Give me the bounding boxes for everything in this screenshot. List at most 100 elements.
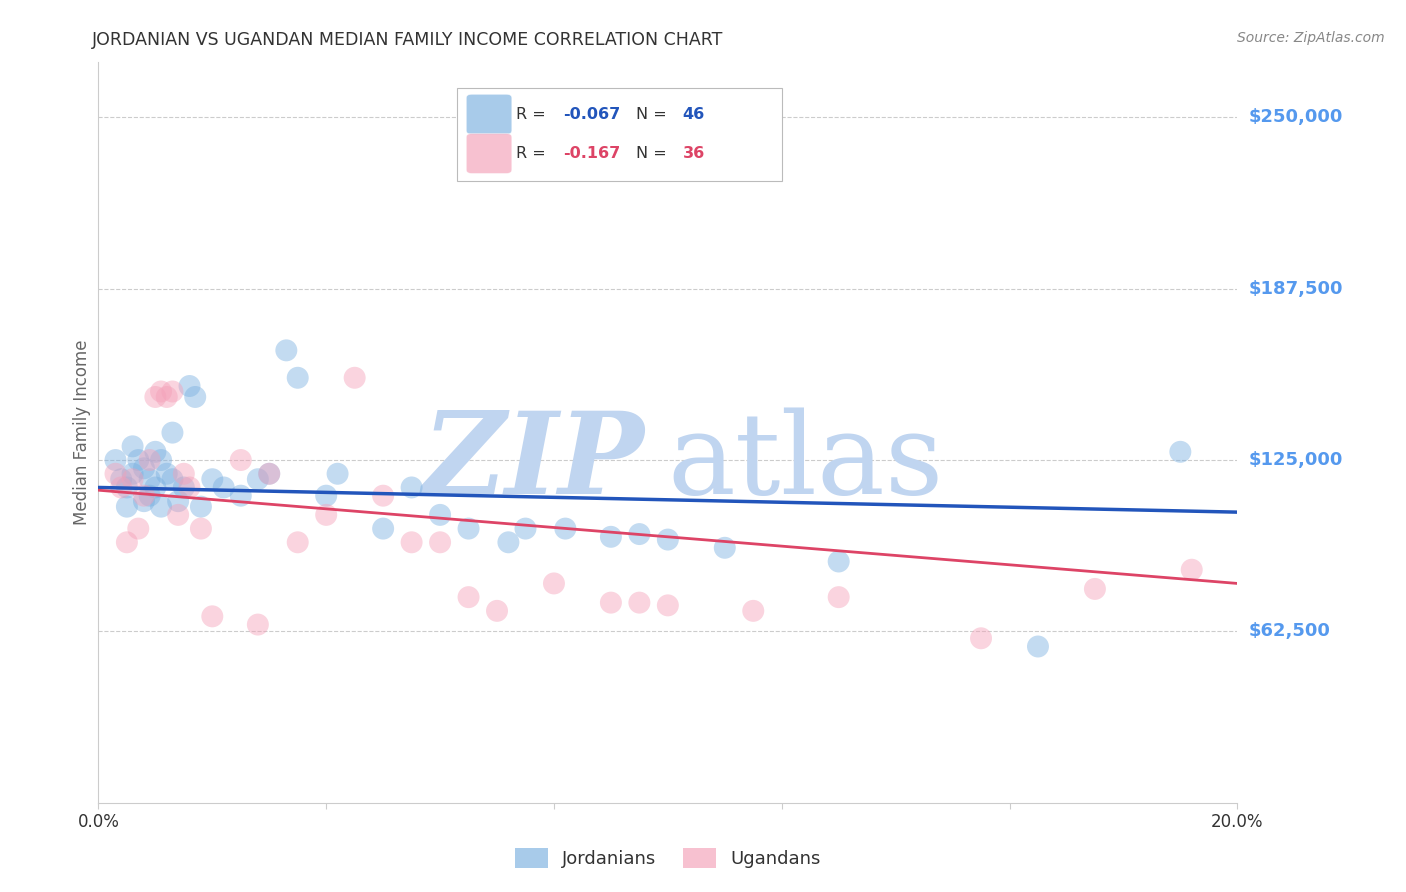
Point bbox=[138, 472, 160, 486]
FancyBboxPatch shape bbox=[457, 88, 782, 181]
Point bbox=[828, 590, 851, 604]
Text: ZIP: ZIP bbox=[423, 407, 645, 517]
Point bbox=[201, 609, 224, 624]
Text: R =: R = bbox=[516, 107, 551, 122]
Point bbox=[127, 453, 149, 467]
Text: N =: N = bbox=[636, 107, 672, 122]
Text: 46: 46 bbox=[683, 107, 704, 122]
Point bbox=[373, 489, 395, 503]
Point bbox=[145, 390, 167, 404]
Point bbox=[173, 480, 195, 494]
Point bbox=[657, 599, 679, 613]
Point bbox=[628, 596, 651, 610]
FancyBboxPatch shape bbox=[467, 134, 512, 173]
Text: JORDANIAN VS UGANDAN MEDIAN FAMILY INCOME CORRELATION CHART: JORDANIAN VS UGANDAN MEDIAN FAMILY INCOM… bbox=[91, 31, 723, 49]
Point bbox=[373, 522, 395, 536]
Point bbox=[259, 467, 281, 481]
Text: R =: R = bbox=[516, 146, 551, 161]
Y-axis label: Median Family Income: Median Family Income bbox=[73, 340, 91, 525]
Point bbox=[190, 522, 212, 536]
Text: $62,500: $62,500 bbox=[1249, 623, 1330, 640]
Text: $125,000: $125,000 bbox=[1249, 451, 1343, 469]
Text: Source: ZipAtlas.com: Source: ZipAtlas.com bbox=[1237, 31, 1385, 45]
Point bbox=[1026, 640, 1049, 654]
Point bbox=[498, 535, 520, 549]
Point bbox=[162, 425, 184, 440]
Point bbox=[229, 489, 252, 503]
Point bbox=[201, 472, 224, 486]
Point bbox=[1170, 445, 1192, 459]
Point bbox=[600, 596, 623, 610]
Point bbox=[714, 541, 737, 555]
Point bbox=[162, 472, 184, 486]
Point bbox=[515, 522, 537, 536]
Point bbox=[828, 554, 851, 568]
Point bbox=[150, 384, 173, 399]
Point bbox=[742, 604, 765, 618]
Point bbox=[276, 343, 298, 358]
Point bbox=[132, 494, 155, 508]
Point bbox=[179, 480, 201, 494]
Point bbox=[554, 522, 576, 536]
Point bbox=[600, 530, 623, 544]
Point bbox=[315, 508, 337, 522]
Point bbox=[132, 489, 155, 503]
Point bbox=[115, 500, 138, 514]
Text: -0.067: -0.067 bbox=[562, 107, 620, 122]
Point bbox=[287, 535, 309, 549]
Point bbox=[121, 467, 143, 481]
Point bbox=[970, 632, 993, 646]
Point bbox=[326, 467, 349, 481]
Point bbox=[110, 472, 132, 486]
Point bbox=[115, 535, 138, 549]
Point bbox=[145, 445, 167, 459]
Point bbox=[212, 480, 235, 494]
Point bbox=[246, 472, 269, 486]
Point bbox=[104, 467, 127, 481]
Point bbox=[156, 390, 179, 404]
Point bbox=[628, 527, 651, 541]
Point bbox=[429, 508, 451, 522]
Text: $250,000: $250,000 bbox=[1249, 108, 1343, 127]
Text: 36: 36 bbox=[683, 146, 704, 161]
Point bbox=[1181, 563, 1204, 577]
Point bbox=[104, 453, 127, 467]
Point bbox=[167, 494, 190, 508]
Point bbox=[150, 500, 173, 514]
Point bbox=[486, 604, 509, 618]
Text: atlas: atlas bbox=[668, 407, 945, 517]
Point bbox=[179, 379, 201, 393]
Point bbox=[287, 371, 309, 385]
Point bbox=[190, 500, 212, 514]
Text: $187,500: $187,500 bbox=[1249, 280, 1343, 298]
Point bbox=[110, 480, 132, 494]
Point bbox=[184, 390, 207, 404]
Point bbox=[138, 453, 160, 467]
Point bbox=[150, 453, 173, 467]
Point bbox=[315, 489, 337, 503]
Point bbox=[229, 453, 252, 467]
Point bbox=[457, 522, 479, 536]
Point bbox=[162, 384, 184, 399]
Point bbox=[121, 472, 143, 486]
Point bbox=[1084, 582, 1107, 596]
Point bbox=[246, 617, 269, 632]
Point bbox=[156, 467, 179, 481]
Text: -0.167: -0.167 bbox=[562, 146, 620, 161]
Point bbox=[121, 439, 143, 453]
Point bbox=[657, 533, 679, 547]
Point bbox=[543, 576, 565, 591]
Point bbox=[132, 461, 155, 475]
Legend: Jordanians, Ugandans: Jordanians, Ugandans bbox=[508, 841, 828, 875]
Point bbox=[259, 467, 281, 481]
Point bbox=[145, 480, 167, 494]
Point bbox=[457, 590, 479, 604]
Point bbox=[173, 467, 195, 481]
FancyBboxPatch shape bbox=[467, 95, 512, 135]
Point bbox=[401, 535, 423, 549]
Point bbox=[115, 480, 138, 494]
Point bbox=[429, 535, 451, 549]
Point bbox=[138, 489, 160, 503]
Point bbox=[343, 371, 366, 385]
Point bbox=[127, 522, 149, 536]
